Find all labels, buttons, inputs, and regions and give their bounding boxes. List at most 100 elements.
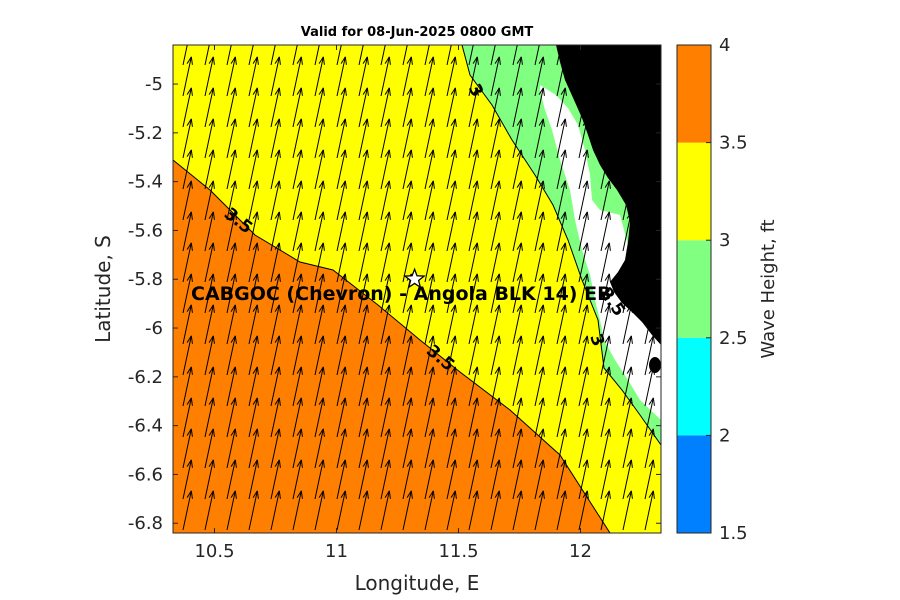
direction-arrow	[336, 366, 347, 407]
direction-arrow	[402, 87, 413, 128]
direction-arrow	[336, 180, 347, 221]
direction-arrow	[644, 211, 655, 252]
direction-arrow	[270, 490, 281, 531]
direction-arrow	[182, 180, 193, 221]
direction-arrow	[446, 118, 457, 159]
direction-arrow	[644, 304, 655, 345]
direction-arrow	[182, 304, 193, 345]
x-tick-label: 11	[325, 541, 348, 562]
direction-arrow	[402, 149, 413, 190]
direction-arrow	[204, 56, 215, 97]
direction-arrow	[358, 56, 369, 97]
direction-arrow	[182, 366, 193, 407]
direction-arrow	[380, 397, 391, 438]
direction-arrow	[512, 180, 523, 221]
direction-arrow	[644, 180, 655, 221]
direction-arrow	[622, 428, 633, 469]
direction-arrow	[314, 366, 325, 407]
direction-arrow	[556, 118, 567, 159]
direction-arrow	[270, 180, 281, 221]
direction-arrow	[490, 459, 501, 500]
direction-arrow	[622, 335, 633, 376]
direction-arrow	[358, 211, 369, 252]
direction-arrow	[182, 211, 193, 252]
direction-arrow	[644, 397, 655, 438]
direction-arrow	[468, 118, 479, 159]
direction-arrow	[512, 242, 523, 283]
direction-arrow	[358, 335, 369, 376]
direction-arrow	[600, 428, 611, 469]
direction-arrow	[424, 273, 435, 314]
direction-arrow	[578, 397, 589, 438]
direction-arrow	[424, 242, 435, 283]
direction-arrow	[358, 304, 369, 345]
direction-arrow	[314, 211, 325, 252]
direction-arrow	[534, 149, 545, 190]
direction-arrow	[578, 304, 589, 345]
direction-arrow	[534, 366, 545, 407]
direction-arrow	[446, 428, 457, 469]
direction-arrow	[402, 335, 413, 376]
direction-arrow	[182, 335, 193, 376]
direction-arrow	[248, 56, 259, 97]
direction-arrow	[556, 428, 567, 469]
direction-arrow	[402, 180, 413, 221]
direction-arrow	[204, 211, 215, 252]
direction-arrow	[512, 397, 523, 438]
direction-arrow	[270, 118, 281, 159]
direction-arrow	[248, 180, 259, 221]
direction-arrow	[600, 273, 611, 314]
direction-arrow	[490, 366, 501, 407]
direction-arrow	[600, 335, 611, 376]
direction-arrow	[534, 304, 545, 345]
direction-arrow	[556, 273, 567, 314]
y-tick-label: -6.8	[128, 513, 163, 534]
plot-area	[173, 45, 661, 533]
direction-arrow	[490, 87, 501, 128]
direction-arrow	[204, 149, 215, 190]
direction-arrow	[534, 397, 545, 438]
direction-arrow	[512, 428, 523, 469]
direction-arrow	[402, 428, 413, 469]
direction-arrow	[644, 118, 655, 159]
colorbar-segment	[677, 435, 711, 533]
direction-arrows	[182, 45, 655, 531]
direction-arrow	[204, 273, 215, 314]
direction-arrow	[644, 459, 655, 500]
direction-arrow	[512, 459, 523, 500]
direction-arrow	[622, 118, 633, 159]
direction-arrow	[468, 87, 479, 128]
direction-arrow	[556, 335, 567, 376]
direction-arrow	[556, 304, 567, 345]
direction-arrow	[270, 211, 281, 252]
direction-arrow	[622, 397, 633, 438]
direction-arrow	[556, 56, 567, 97]
x-axis-label: Longitude, E	[355, 571, 480, 595]
direction-arrow	[358, 180, 369, 221]
site-label: CABGOC (Chevron) - Angola BLK 14) EB	[191, 283, 612, 305]
direction-arrow	[314, 335, 325, 376]
direction-arrow	[534, 273, 545, 314]
direction-arrow	[446, 335, 457, 376]
direction-arrow	[270, 304, 281, 345]
direction-arrow	[556, 242, 567, 283]
land-mass	[556, 45, 661, 345]
y-axis-label: Latitude, S	[91, 235, 115, 343]
colorbar-tick-label: 3	[719, 230, 730, 251]
x-tick-label: 10.5	[194, 541, 234, 562]
colorbar-segment	[677, 142, 711, 241]
direction-arrow	[424, 397, 435, 438]
direction-arrow	[490, 118, 501, 159]
direction-arrow	[512, 335, 523, 376]
direction-arrow	[644, 366, 655, 407]
direction-arrow	[446, 490, 457, 531]
direction-arrow	[402, 118, 413, 159]
direction-arrow	[600, 180, 611, 221]
direction-arrow	[424, 87, 435, 128]
direction-arrow	[204, 335, 215, 376]
direction-arrow	[248, 366, 259, 407]
direction-arrow	[556, 180, 567, 221]
direction-arrow	[336, 149, 347, 190]
direction-arrow	[358, 459, 369, 500]
direction-arrow	[314, 273, 325, 314]
